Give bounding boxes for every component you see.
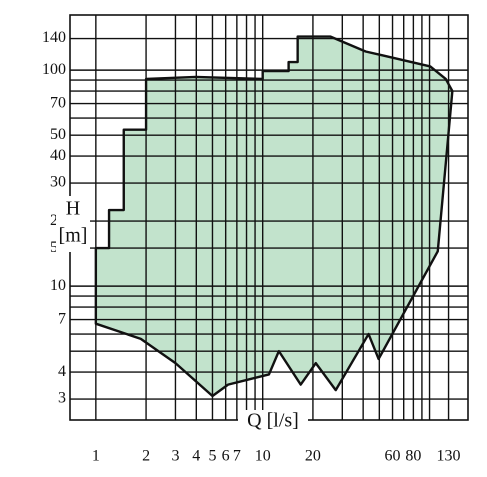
x-tick-label: 5 xyxy=(208,448,216,465)
area-outline xyxy=(94,35,454,398)
y-tick-label: 4 xyxy=(58,363,66,380)
y-tick-label: 50 xyxy=(50,126,66,143)
x-tick-label: 6 xyxy=(222,448,230,465)
x-tick-label: 2 xyxy=(142,448,150,465)
y-tick-label: 40 xyxy=(50,147,66,164)
y-axis-label: [m] xyxy=(59,225,88,247)
x-label-bg xyxy=(238,410,308,432)
x-axis-label: Q [l/s] xyxy=(247,410,299,432)
x-tick-label: 1 xyxy=(92,448,100,465)
x-tick-label: 10 xyxy=(255,448,271,465)
y-tick-label: 7 xyxy=(58,310,66,327)
y-axis-label: H xyxy=(66,198,80,220)
x-tick-label: 130 xyxy=(437,448,461,465)
y-tick-label: 70 xyxy=(50,94,66,111)
x-tick-label: 80 xyxy=(405,448,421,465)
y-tick-label: 10 xyxy=(50,277,66,294)
x-tick-label: 3 xyxy=(171,448,179,465)
y-tick-label: 100 xyxy=(42,61,66,78)
y-tick-label: 3 xyxy=(58,390,66,407)
x-tick-label: 60 xyxy=(385,448,401,465)
x-tick-label: 4 xyxy=(192,448,200,465)
y-tick-label: 140 xyxy=(42,29,66,46)
y-label-bg xyxy=(56,196,90,252)
x-tick-label: 7 xyxy=(233,448,241,465)
plot-area xyxy=(70,15,468,420)
x-tick-label: 20 xyxy=(305,448,321,465)
y-tick-label: 30 xyxy=(50,174,66,191)
